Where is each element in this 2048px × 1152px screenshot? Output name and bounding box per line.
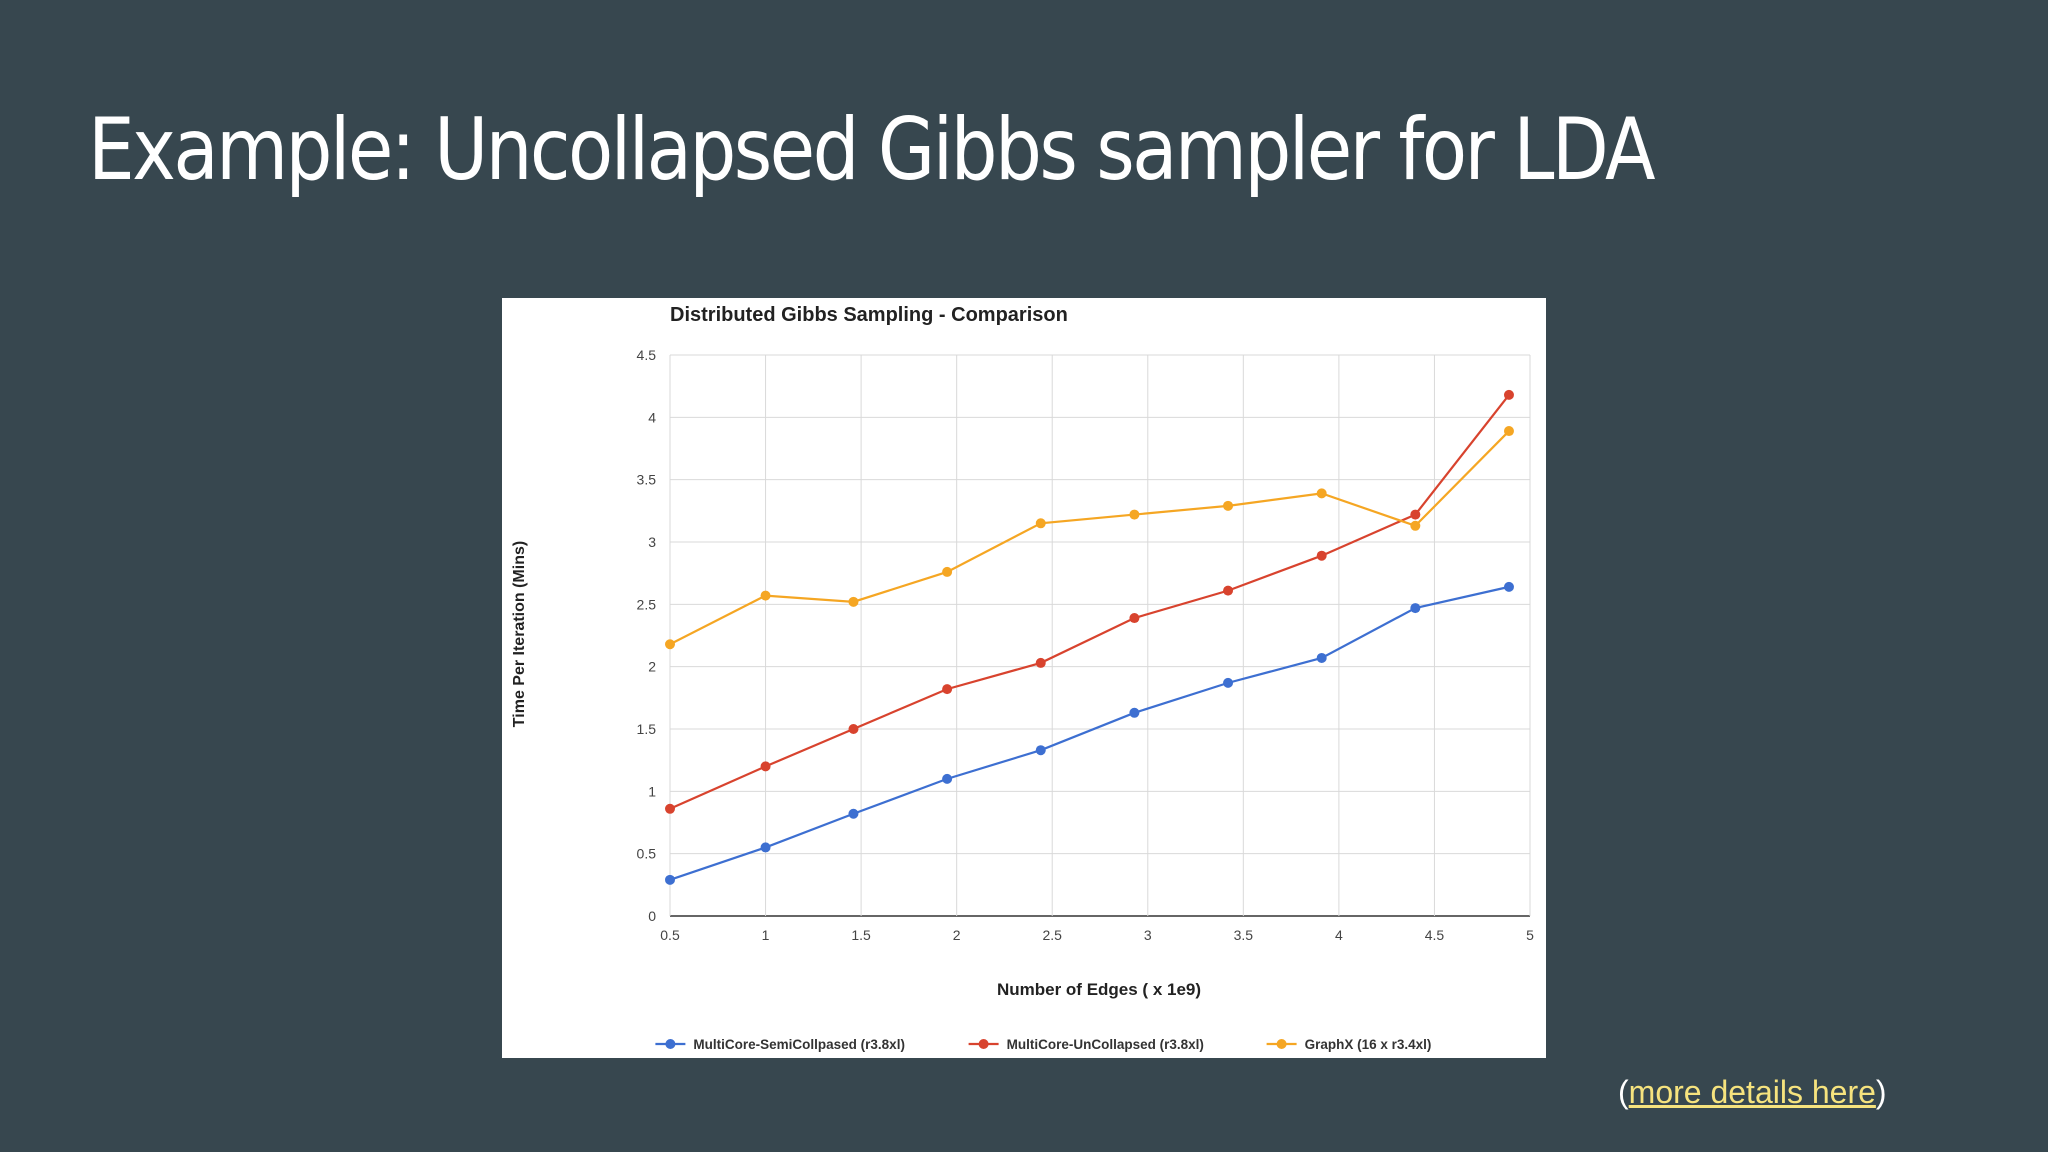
- x-tick-label: 1: [762, 927, 770, 943]
- data-point: [1503, 389, 1514, 400]
- data-point: [665, 874, 675, 885]
- series-line-2: [669, 394, 1510, 810]
- y-tick-label: 4.5: [637, 347, 657, 363]
- legend-marker: [665, 1039, 676, 1049]
- note-close-paren: ): [1875, 1074, 1887, 1110]
- chart-title: Distributed Gibbs Sampling - Comparison: [670, 304, 1068, 326]
- legend-marker: [1276, 1039, 1287, 1049]
- x-tick-label: 4: [1335, 927, 1343, 943]
- data-point: [1035, 657, 1046, 668]
- data-point: [760, 761, 771, 772]
- data-point: [1223, 500, 1234, 511]
- data-point: [1129, 707, 1140, 718]
- data-point: [1129, 509, 1140, 520]
- slide-title: Example: Uncollapsed Gibbs sampler for L…: [88, 100, 1656, 200]
- data-point: [848, 808, 859, 819]
- y-tick-label: 3: [648, 534, 656, 550]
- legend-label: MultiCore-UnCollapsed (r3.8xl): [1007, 1037, 1204, 1052]
- y-tick-label: 4: [648, 409, 656, 425]
- data-point: [1316, 488, 1327, 499]
- y-tick-label: 0.5: [637, 846, 657, 862]
- x-axis-label: Number of Edges ( x 1e9): [997, 980, 1201, 999]
- data-point: [1035, 518, 1046, 529]
- data-point: [760, 590, 771, 601]
- y-tick-label: 1.5: [637, 721, 657, 737]
- data-point: [1410, 520, 1421, 531]
- data-point: [665, 639, 675, 650]
- more-details-link[interactable]: more details here: [1628, 1074, 1876, 1110]
- chart-panel: 0 0.5 1 1.5 2 2.5 3 3.5 4 4.5 0.5 1 1.5 2 2.5 3 3.5 4 4.5 5…: [502, 298, 1546, 1058]
- data-point: [848, 596, 859, 607]
- y-tick-label: 0: [648, 908, 656, 924]
- series-line-1: [669, 585, 1510, 881]
- chart-grid: [669, 354, 1531, 917]
- data-point: [1035, 745, 1046, 756]
- data-point: [942, 684, 953, 695]
- series-line-3: [669, 430, 1510, 646]
- data-point: [942, 773, 953, 784]
- legend-item-3: GraphX (16 x r3.4xl): [1266, 1037, 1432, 1052]
- x-tick-label: 3: [1144, 927, 1152, 943]
- x-tick-label: 1.5: [851, 927, 871, 943]
- data-point: [1223, 677, 1234, 688]
- data-point: [848, 724, 859, 734]
- y-tick-label: 1: [648, 783, 656, 799]
- x-tick-label: 3.5: [1234, 927, 1254, 943]
- legend-item-2: MultiCore-UnCollapsed (r3.8xl): [968, 1037, 1204, 1052]
- data-point: [760, 842, 771, 853]
- x-tick-label: 5: [1526, 927, 1534, 943]
- data-point: [1410, 603, 1421, 614]
- data-point: [1316, 550, 1327, 561]
- legend-label: MultiCore-SemiCollpased (r3.8xl): [693, 1037, 905, 1052]
- legend-label: GraphX (16 x r3.4xl): [1305, 1037, 1432, 1052]
- x-tick-label: 0.5: [660, 927, 680, 943]
- y-tick-label: 3.5: [637, 472, 657, 488]
- data-point: [1316, 652, 1327, 663]
- line-chart: 00.511.522.533.544.50.5 1 1.5 2 2.5 3 3.5 4 4.5 5…: [511, 304, 1535, 1052]
- y-tick-label: 2.5: [637, 596, 657, 612]
- chart-series: [665, 389, 1514, 885]
- data-point: [665, 803, 675, 814]
- data-point: [1223, 585, 1234, 596]
- y-axis-label: Time Per Iteration (Mins): [511, 541, 528, 727]
- chart-legend: MultiCore-SemiCollpased (r3.8xl) MultiCor…: [655, 1037, 1431, 1052]
- data-point: [1410, 509, 1421, 520]
- x-tick-label: 2: [953, 927, 961, 943]
- legend-item-1: MultiCore-SemiCollpased (r3.8xl): [655, 1037, 905, 1052]
- data-point: [942, 566, 953, 577]
- data-point: [1129, 613, 1140, 624]
- chart-axes: 00.511.522.533.544.50.5 1 1.5 2 2.5 3 3.5 4 4.5 5: [637, 347, 1535, 943]
- data-point: [1503, 426, 1514, 437]
- data-point: [1503, 581, 1514, 592]
- x-tick-label: 2.5: [1042, 927, 1062, 943]
- y-tick-label: 2: [648, 659, 656, 675]
- note-open-paren: (: [1618, 1074, 1629, 1110]
- legend-marker: [978, 1039, 989, 1049]
- details-note: (more details here): [1618, 1074, 1887, 1111]
- x-tick-label: 4.5: [1425, 927, 1445, 943]
